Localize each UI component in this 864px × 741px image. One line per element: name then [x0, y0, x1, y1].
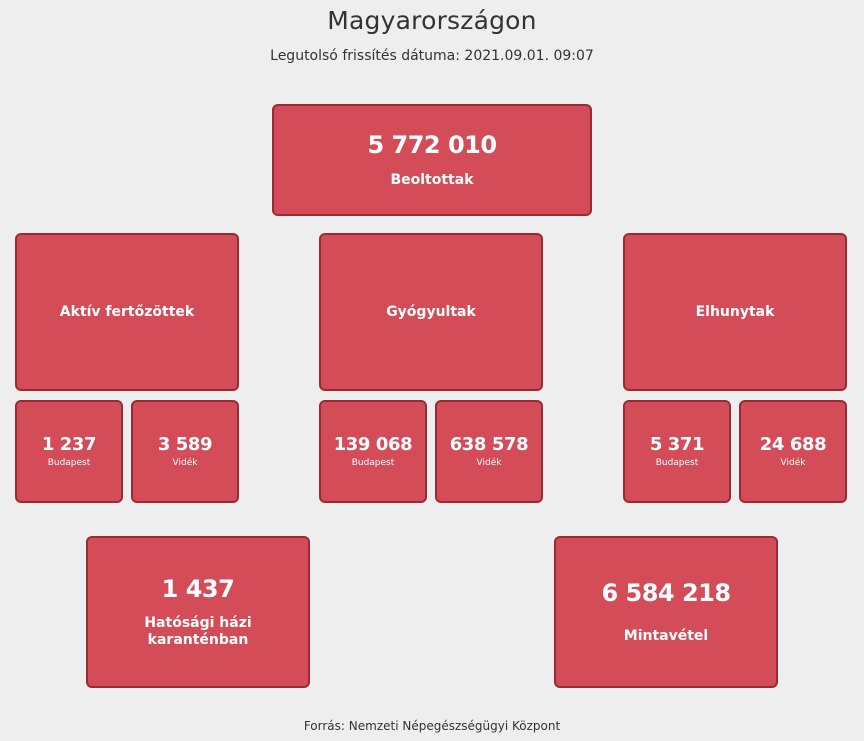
recovered-label: Gyógyultak [386, 304, 476, 320]
deceased-budapest-card: 5 371 Budapest [623, 400, 731, 503]
source-footer: Forrás: Nemzeti Népegészségügyi Központ [303, 719, 561, 733]
sampling-card: 6 584 218 Mintavétel [554, 536, 778, 688]
recovered-videk-card: 638 578 Vidék [435, 400, 543, 503]
active-infected-videk-label: Vidék [172, 458, 198, 468]
recovered-budapest-value: 139 068 [333, 434, 413, 455]
recovered-videk-value: 638 578 [449, 434, 529, 455]
recovered-budapest-card: 139 068 Budapest [319, 400, 427, 503]
deceased-videk-label: Vidék [780, 458, 806, 468]
deceased-videk-value: 24 688 [759, 434, 827, 455]
last-update-text: Legutolsó frissítés dátuma: 2021.09.01. … [270, 48, 594, 64]
recovered-card: Gyógyultak [319, 233, 543, 391]
active-infected-videk-card: 3 589 Vidék [131, 400, 239, 503]
active-infected-card: Aktív fertőzöttek [15, 233, 239, 391]
vaccinated-value: 5 772 010 [367, 131, 497, 159]
recovered-budapest-label: Budapest [351, 458, 395, 468]
active-infected-label: Aktív fertőzöttek [59, 304, 195, 320]
active-infected-budapest-value: 1 237 [41, 434, 97, 455]
deceased-card: Elhunytak [623, 233, 847, 391]
recovered-videk-label: Vidék [476, 458, 502, 468]
sampling-label: Mintavétel [623, 628, 709, 644]
active-infected-budapest-card: 1 237 Budapest [15, 400, 123, 503]
quarantine-label-line2: karanténban [147, 632, 249, 648]
active-infected-videk-value: 3 589 [157, 434, 213, 455]
deceased-label: Elhunytak [695, 304, 775, 320]
vaccinated-label: Beoltottak [390, 172, 474, 188]
sampling-value: 6 584 218 [601, 579, 731, 607]
quarantine-card: 1 437 Hatósági házi karanténban [86, 536, 310, 688]
deceased-videk-card: 24 688 Vidék [739, 400, 847, 503]
page-title: Magyarországon [327, 6, 537, 35]
deceased-budapest-value: 5 371 [649, 434, 705, 455]
active-infected-budapest-label: Budapest [47, 458, 91, 468]
deceased-budapest-label: Budapest [655, 458, 699, 468]
quarantine-value: 1 437 [161, 575, 235, 603]
quarantine-label-line1: Hatósági házi [144, 615, 252, 631]
vaccinated-card: 5 772 010 Beoltottak [272, 104, 592, 216]
